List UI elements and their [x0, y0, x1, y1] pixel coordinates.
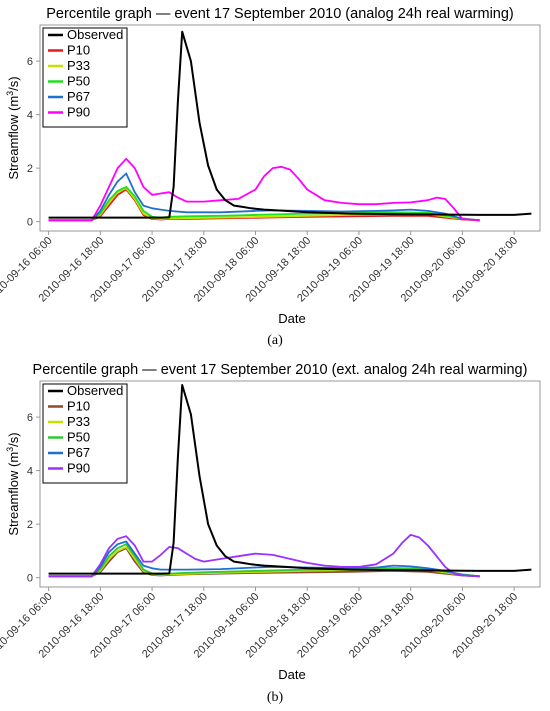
plot-frame [39, 24, 541, 232]
series-line-p67 [48, 172, 480, 222]
legend-box [42, 27, 128, 128]
y-axis-label-tail: /s) [6, 76, 21, 90]
y-axis-label: Streamflow (m3/s) [5, 76, 21, 179]
series-line-p90 [48, 533, 480, 578]
series-line-p10 [48, 188, 480, 222]
svg-text:Streamflow (m3/s): Streamflow (m3/s) [5, 432, 21, 535]
y-tick-label: 2 [27, 163, 33, 175]
y-tick-label: 6 [27, 56, 33, 68]
y-tick-label: 4 [27, 110, 33, 122]
series-line-observed [48, 30, 532, 219]
caption-a: (a) [267, 333, 283, 348]
y-axis-label-main: Streamflow (m [6, 96, 21, 180]
legend-entry: P10 [67, 43, 90, 58]
y-axis-label-sup: 3 [5, 91, 15, 96]
y-tick-label: 4 [27, 466, 33, 478]
y-axis-label-main: Streamflow (m [6, 452, 21, 536]
x-axis-label: Date [278, 667, 305, 682]
legend-entry: P67 [67, 445, 90, 460]
legend-entry: P90 [67, 105, 90, 120]
chart-title: Percentile graph — event 17 September 20… [33, 362, 528, 378]
chart-b: Percentile graph — event 17 September 20… [0, 362, 541, 682]
series-line-observed [48, 384, 532, 575]
series-line-p90 [48, 157, 480, 222]
y-axis-label: Streamflow (m3/s) [5, 432, 21, 535]
x-axis-label: Date [278, 311, 305, 326]
legend-entry: P50 [67, 74, 90, 89]
legend-entry: P10 [67, 399, 90, 414]
legend-entry: Observed [67, 383, 123, 398]
legend-entry: P33 [67, 414, 90, 429]
legend-entry: P90 [67, 461, 90, 476]
series-line-p67 [48, 540, 480, 578]
caption-b: (b) [266, 690, 284, 705]
plot-frame [39, 380, 541, 588]
y-tick-label: 6 [27, 412, 33, 424]
y-axis-label-sup: 3 [5, 447, 15, 452]
y-tick-label: 0 [27, 217, 33, 229]
chart-a: Percentile graph — event 17 September 20… [0, 6, 541, 326]
svg-text:Streamflow (m3/s): Streamflow (m3/s) [5, 76, 21, 179]
legend-entry: P67 [67, 89, 90, 104]
legend-entry: P50 [67, 430, 90, 445]
legend-entry: P33 [67, 58, 90, 73]
y-axis-label-tail: /s) [6, 432, 21, 446]
y-tick-label: 0 [27, 573, 33, 585]
chart-title: Percentile graph — event 17 September 20… [46, 6, 514, 22]
y-tick-label: 2 [27, 519, 33, 531]
legend-box [42, 383, 128, 484]
legend-entry: Observed [67, 27, 123, 42]
